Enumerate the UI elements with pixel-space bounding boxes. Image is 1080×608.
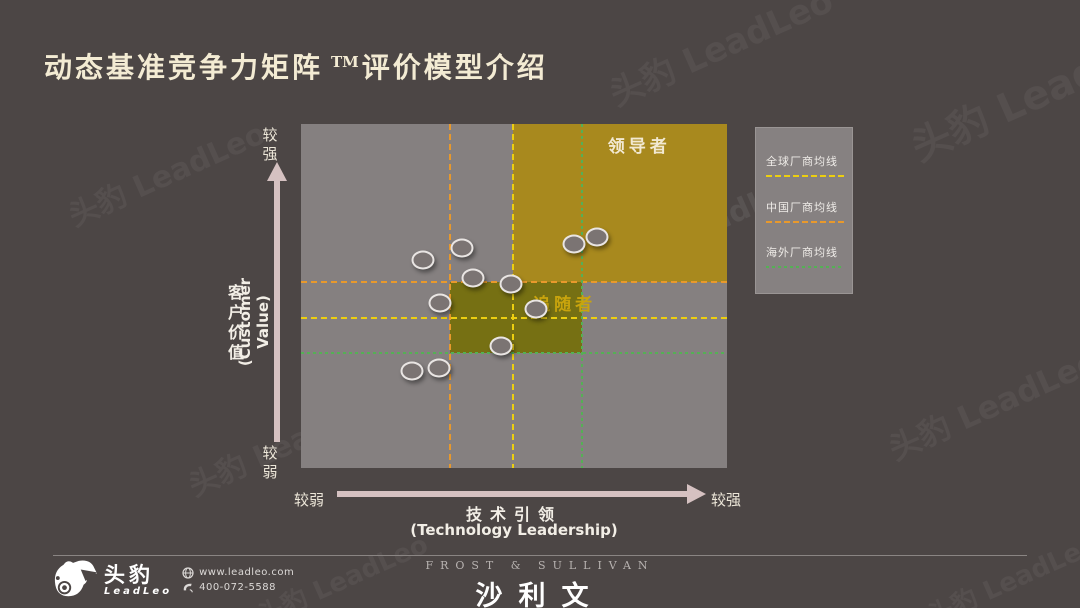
data-point xyxy=(400,361,424,381)
data-point xyxy=(499,274,523,294)
y-axis-min-label: 较弱 xyxy=(262,444,278,481)
globe-icon xyxy=(182,566,194,579)
watermark: 头豹 LeadLeo xyxy=(882,341,1080,469)
y-axis-arrow xyxy=(274,180,280,442)
data-point xyxy=(524,299,548,319)
y-axis-title-en: (Customer Value) xyxy=(236,277,272,367)
legend-label-china: 中国厂商均线 xyxy=(766,200,838,214)
x-axis-max-label: 较强 xyxy=(711,491,742,509)
watermark: 头豹 LeadLeo xyxy=(603,0,840,115)
footer-divider xyxy=(53,555,1027,556)
legend-line-global xyxy=(766,175,844,178)
phone-icon xyxy=(183,583,193,592)
y-axis-title-cn: 客户价值 xyxy=(225,284,244,364)
x-axis-arrowhead-icon xyxy=(687,484,706,504)
data-point xyxy=(427,358,451,378)
brand-name-en: LeadLeo xyxy=(104,585,173,597)
x-axis-title-cn: 技术引领 xyxy=(465,505,562,524)
page-title: 动态基准竞争力矩阵 TM 评价模型介绍 xyxy=(44,46,548,86)
data-point xyxy=(450,238,474,258)
frost-sullivan-wordmark: FROST & SULLIVAN xyxy=(425,559,655,572)
legend-line-overseas xyxy=(766,265,844,268)
y-axis-arrowhead-icon xyxy=(267,162,287,181)
avg-line-horizontal-0 xyxy=(301,317,727,320)
title-trademark-mark: TM xyxy=(331,52,359,71)
footer-website: www.leadleo.com xyxy=(199,567,295,578)
x-axis-min-label: 较弱 xyxy=(294,491,325,509)
data-point xyxy=(585,227,609,247)
watermark: 头豹 LeadLeo xyxy=(63,116,272,235)
watermark: 头豹 LeadLeo xyxy=(904,14,1080,172)
legend-label-global: 全球厂商均线 xyxy=(766,155,838,169)
data-point xyxy=(489,336,513,356)
legend-item-global: 全球厂商均线 xyxy=(766,153,844,178)
footer-partner-logo: FROST & SULLIVAN 沙利文 xyxy=(380,559,700,608)
avg-line-horizontal-2 xyxy=(301,352,727,355)
avg-line-vertical-0 xyxy=(512,124,515,468)
legend: 全球厂商均线 中国厂商均线 海外厂商均线 xyxy=(755,127,853,294)
legend-label-overseas: 海外厂商均线 xyxy=(766,245,838,259)
data-point xyxy=(562,234,586,254)
avg-line-vertical-2 xyxy=(581,124,584,468)
data-point xyxy=(428,293,452,313)
frost-sullivan-cn: 沙利文 xyxy=(475,581,605,608)
title-rest: 评价模型介绍 xyxy=(361,51,548,84)
legend-line-china xyxy=(766,220,844,223)
region-leader xyxy=(513,124,727,282)
data-point xyxy=(461,268,485,288)
footer-phone: 400-072-5588 xyxy=(199,582,276,593)
legend-item-overseas: 海外厂商均线 xyxy=(766,244,844,268)
footer-brand: 头豹 LeadLeo www.leadleo.com 400-072-5588 xyxy=(52,559,294,601)
leadleo-leopard-logo-icon xyxy=(54,560,97,597)
brand-name-cn: 头豹 xyxy=(104,562,154,587)
region-label-leader: 领导者 xyxy=(607,136,671,157)
data-point xyxy=(411,250,435,270)
legend-item-china: 中国厂商均线 xyxy=(766,199,844,223)
region-label-follower: 追随者 xyxy=(533,295,597,316)
avg-line-vertical-1 xyxy=(449,124,452,468)
x-axis-arrow xyxy=(337,491,689,497)
x-axis-title-en: (Technology Leadership) xyxy=(410,521,618,539)
watermark: 头豹 LeadLeo xyxy=(922,529,1080,608)
plot-area: 领导者 追随者 xyxy=(301,124,727,468)
y-axis-max-label: 较强 xyxy=(262,126,278,163)
title-main: 动态基准竞争力矩阵 xyxy=(44,51,324,84)
